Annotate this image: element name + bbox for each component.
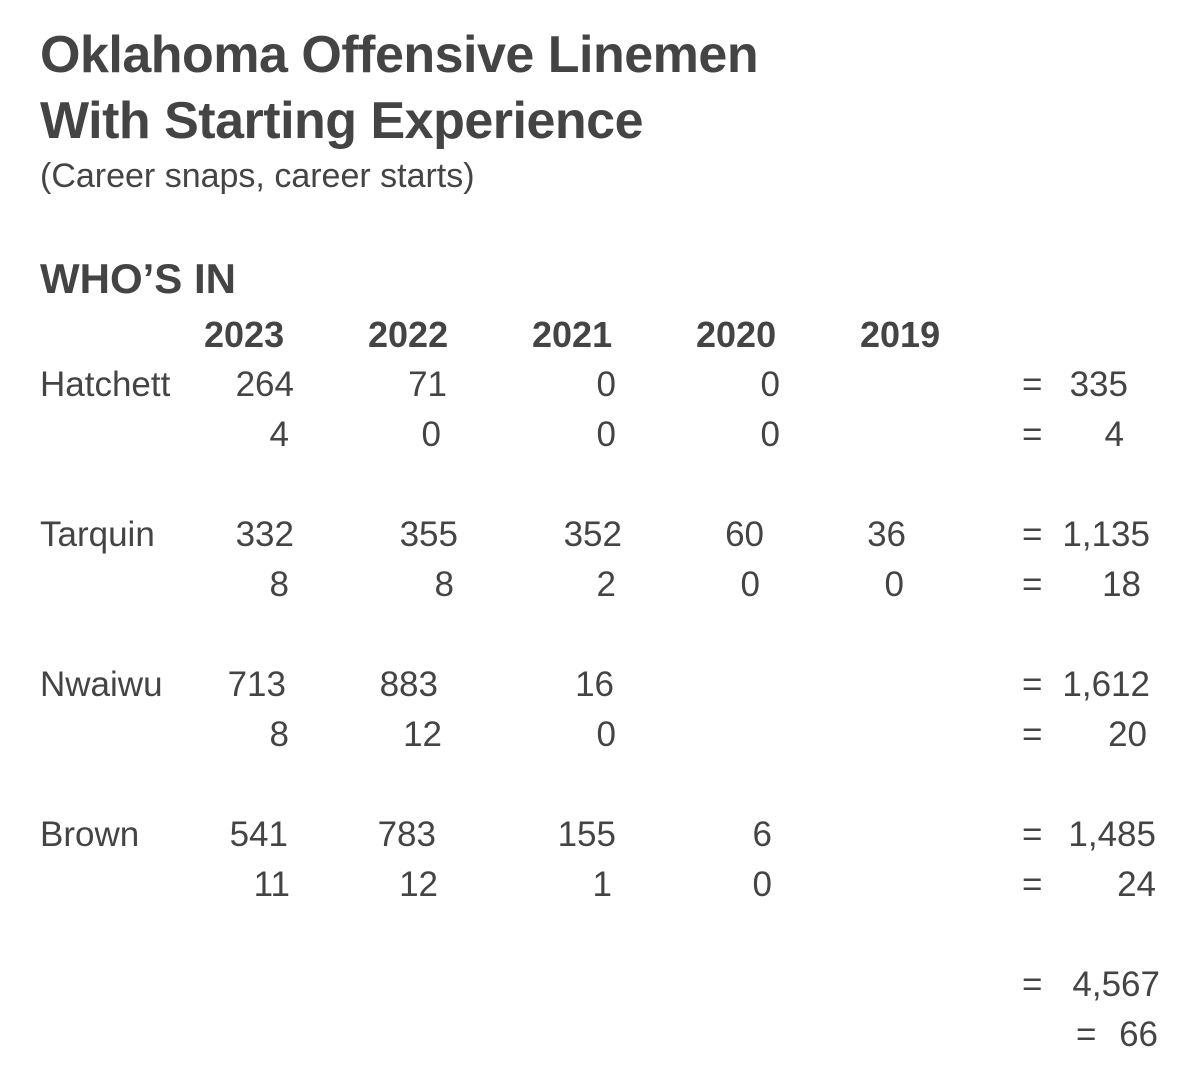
snaps-cell: 0 bbox=[760, 365, 780, 404]
starts-cell: 1 bbox=[592, 865, 612, 904]
starts-cell: 2 bbox=[596, 565, 616, 604]
total-snaps: 1,485 bbox=[1068, 815, 1156, 854]
equals-sign: = bbox=[1022, 415, 1043, 454]
starts-cell: 0 bbox=[421, 415, 441, 454]
starts-cell: 8 bbox=[434, 565, 454, 604]
year-header-2023: 2023 bbox=[204, 314, 285, 355]
starts-cell: 0 bbox=[760, 415, 780, 454]
title-line-1: Oklahoma Offensive Linemen bbox=[40, 26, 759, 84]
grand-total-snaps: 4,567 bbox=[1072, 965, 1160, 1004]
snaps-cell: 16 bbox=[575, 665, 614, 704]
starts-cell: 0 bbox=[596, 715, 616, 754]
snaps-cell: 355 bbox=[399, 515, 458, 554]
equals-sign: = bbox=[1022, 965, 1043, 1004]
snaps-cell: 713 bbox=[227, 665, 286, 704]
starts-cell: 12 bbox=[399, 865, 438, 904]
page-title: Oklahoma Offensive Linemen With Starting… bbox=[40, 22, 759, 154]
year-header-2019: 2019 bbox=[860, 314, 941, 355]
starts-cell: 8 bbox=[269, 565, 289, 604]
equals-sign: = bbox=[1022, 565, 1043, 604]
snaps-cell: 60 bbox=[725, 515, 764, 554]
equals-sign: = bbox=[1022, 865, 1043, 904]
starts-cell: 0 bbox=[752, 865, 772, 904]
total-snaps: 1,612 bbox=[1062, 665, 1150, 704]
total-starts: 20 bbox=[1108, 715, 1147, 754]
player-name: Nwaiwu bbox=[40, 665, 163, 704]
snaps-cell: 332 bbox=[235, 515, 294, 554]
player-name: Brown bbox=[40, 815, 140, 854]
total-snaps: 335 bbox=[1069, 365, 1128, 404]
total-starts: 18 bbox=[1102, 565, 1141, 604]
equals-sign: = bbox=[1022, 665, 1043, 704]
starts-cell: 12 bbox=[403, 715, 442, 754]
snaps-cell: 783 bbox=[377, 815, 436, 854]
starts-cell: 11 bbox=[253, 865, 290, 904]
player-name: Tarquin bbox=[40, 515, 155, 554]
section-heading: WHO’S IN bbox=[40, 255, 236, 302]
snaps-cell: 0 bbox=[596, 365, 616, 404]
grand-total-starts: 66 bbox=[1119, 1015, 1158, 1054]
snaps-cell: 36 bbox=[867, 515, 906, 554]
snaps-cell: 352 bbox=[563, 515, 622, 554]
player-name: Hatchett bbox=[40, 365, 171, 404]
equals-sign: = bbox=[1022, 715, 1043, 754]
starts-cell: 0 bbox=[596, 415, 616, 454]
equals-sign: = bbox=[1022, 815, 1043, 854]
year-header-2022: 2022 bbox=[368, 314, 449, 355]
equals-sign: = bbox=[1022, 365, 1043, 404]
title-line-2: With Starting Experience bbox=[40, 92, 644, 150]
snaps-cell: 541 bbox=[229, 815, 288, 854]
snaps-cell: 883 bbox=[379, 665, 438, 704]
subtitle: (Career snaps, career starts) bbox=[40, 157, 475, 195]
snaps-cell: 6 bbox=[752, 815, 772, 854]
starts-cell: 8 bbox=[269, 715, 289, 754]
equals-sign: = bbox=[1022, 515, 1043, 554]
snaps-cell: 71 bbox=[408, 365, 447, 404]
year-header-2020: 2020 bbox=[696, 314, 777, 355]
total-snaps: 1,135 bbox=[1062, 515, 1150, 554]
snaps-cell: 155 bbox=[557, 815, 616, 854]
snaps-cell: 264 bbox=[235, 365, 294, 404]
year-header-2021: 2021 bbox=[532, 314, 613, 355]
equals-sign: = bbox=[1076, 1015, 1097, 1054]
starts-cell: 0 bbox=[884, 565, 904, 604]
total-starts: 4 bbox=[1104, 415, 1124, 454]
total-starts: 24 bbox=[1117, 865, 1156, 904]
starts-cell: 0 bbox=[740, 565, 760, 604]
starts-cell: 4 bbox=[269, 415, 289, 454]
